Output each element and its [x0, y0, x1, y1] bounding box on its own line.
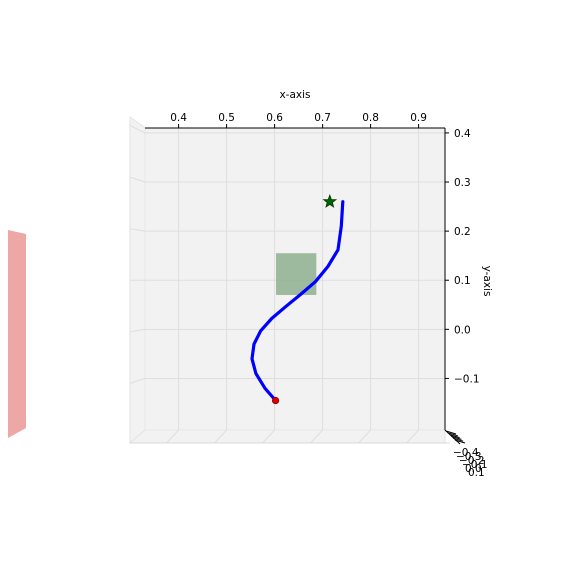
y-tick-label: 0.3	[454, 177, 471, 189]
z-tick-mark	[445, 430, 457, 435]
y-wall-gridline	[129, 228, 146, 232]
x-ticks: 0.4 0.5 0.6 0.7 0.8 0.9	[170, 112, 427, 128]
z-axis-line	[444, 429, 461, 445]
x-tick-label: 0.8	[362, 112, 379, 124]
z-tick-mark	[447, 432, 458, 437]
x-wall-gridline	[166, 429, 179, 444]
y-tick-label: 0.2	[454, 226, 471, 238]
grid-lines	[145, 128, 445, 430]
y-ticks: −0.1 0.0 0.1 0.2 0.3 0.4	[445, 128, 480, 385]
z-tick-label: −0.1	[462, 459, 488, 471]
y-wall-gridline	[129, 125, 146, 134]
z-tick-label: −0.4	[453, 447, 479, 459]
z-tick-label: −0.2	[459, 455, 485, 467]
y-wall-gridline	[129, 328, 146, 333]
x-tick-label: 0.4	[170, 112, 187, 124]
x-tick-label: 0.6	[266, 112, 283, 124]
x-tick-label: 0.7	[314, 112, 331, 124]
z-tick-label: 0.1	[468, 467, 485, 479]
y-wall-gridline	[129, 377, 146, 384]
wall-grid-lines	[129, 125, 419, 444]
x-wall-gridline	[214, 429, 227, 444]
z-tick-mark	[449, 434, 460, 439]
goal-star-marker	[322, 194, 338, 208]
side-patch	[8, 230, 26, 438]
trajectory-line	[250, 200, 345, 403]
x-wall-gridline	[310, 429, 323, 444]
z-tick-label: −0.3	[456, 451, 482, 463]
y-tick-label: 0.1	[454, 275, 471, 287]
z-tick-label: 0.0	[465, 463, 482, 475]
x-tick-label: 0.5	[218, 112, 235, 124]
y-tick-label: 0.4	[454, 128, 471, 140]
x-tick-label: 0.9	[410, 112, 427, 124]
obstacle-box	[276, 253, 317, 295]
z-ticks: −0.4−0.3−0.2−0.10.00.1	[444, 429, 488, 479]
y-tick-label: 0.0	[454, 324, 471, 336]
y-axis-title: y-axis	[481, 266, 493, 297]
x-wall-gridline	[406, 429, 419, 444]
y-wall-gridline	[129, 176, 146, 183]
x-wall-gridline	[358, 429, 371, 444]
x-axis-title: x-axis	[279, 89, 310, 101]
y-tick-label: −0.1	[454, 373, 480, 385]
start-point-marker	[271, 396, 280, 405]
x-wall-gridline	[262, 429, 275, 444]
